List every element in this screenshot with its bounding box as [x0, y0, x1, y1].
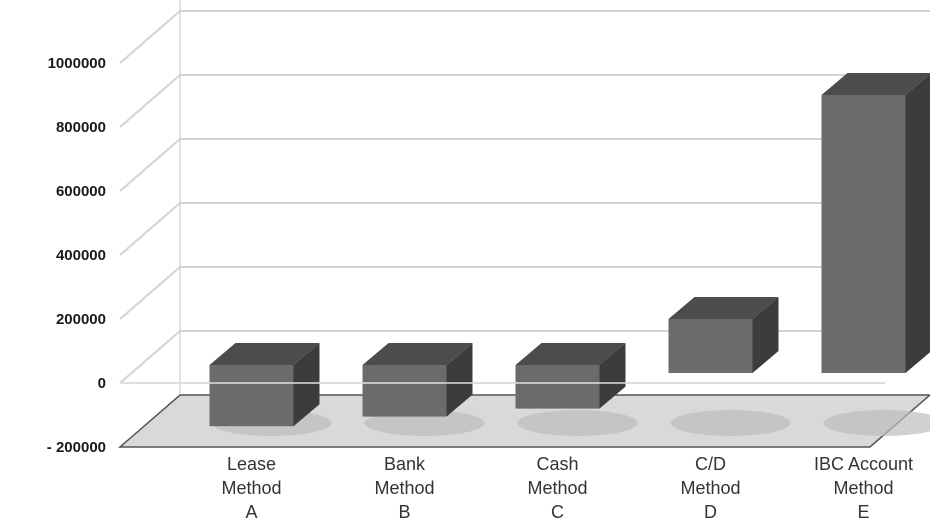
y-tick-label: - 200000	[47, 439, 106, 456]
x-category-label-line: E	[857, 502, 869, 521]
gridline	[119, 138, 930, 192]
gridline	[119, 266, 930, 320]
y-tick-label: 0	[98, 375, 106, 392]
x-category-label-line: C/D	[695, 454, 726, 474]
bar-side-face	[599, 343, 626, 409]
bar	[209, 343, 320, 427]
x-category-label: Bank Method B	[374, 454, 434, 521]
gridline	[119, 74, 930, 128]
y-tick-label: 400000	[56, 247, 106, 264]
bar-shadow	[517, 410, 638, 436]
bar-top-face	[668, 297, 779, 319]
y-tick-label: 1000000	[48, 55, 106, 72]
x-category-label-line: IBC Account	[814, 454, 913, 474]
gridline	[119, 10, 930, 64]
bar-front-face	[668, 319, 753, 373]
x-category-label: IBC Account Method E	[814, 454, 913, 521]
x-category-label-line: Method	[527, 478, 587, 498]
x-category-label-line: Lease	[227, 454, 276, 474]
bar-shadow	[670, 410, 791, 436]
bar-top-face	[821, 73, 930, 95]
x-category-label: Lease Method A	[221, 454, 281, 521]
x-category-label: Cash Method C	[527, 454, 587, 521]
bar	[821, 73, 930, 373]
y-axis-tick-labels: 1000000 800000 600000 400000 200000 0 - 200000	[47, 55, 106, 456]
x-category-label-line: Method	[680, 478, 740, 498]
x-category-label-line: B	[398, 502, 410, 521]
bar-top-face	[362, 343, 473, 365]
x-category-label-line: A	[245, 502, 257, 521]
x-category-label-line: D	[704, 502, 717, 521]
gridline	[119, 202, 930, 256]
y-tick-label: 600000	[56, 183, 106, 200]
bar-front-face	[362, 365, 447, 417]
x-category-label-line: Method	[221, 478, 281, 498]
x-axis-category-labels: Lease Method A Bank Method B Cash Method C C/D Met…	[221, 454, 913, 521]
bar-side-face	[752, 297, 779, 373]
x-category-label-line: Bank	[384, 454, 426, 474]
bar	[668, 297, 779, 373]
bar-side-face	[293, 343, 320, 427]
bars	[120, 73, 930, 427]
bar	[362, 343, 473, 417]
bar-front-face	[209, 365, 294, 427]
bar-front-face	[821, 95, 906, 373]
y-tick-label: 200000	[56, 311, 106, 328]
bar-side-face	[905, 74, 930, 373]
y-tick-label: 800000	[56, 119, 106, 136]
bar	[515, 343, 626, 409]
x-category-label-line: C	[551, 502, 564, 521]
bar-top-face	[209, 343, 320, 365]
x-category-label-line: Method	[374, 478, 434, 498]
gridlines	[119, 0, 930, 395]
bar-side-face	[446, 343, 473, 417]
x-category-label-line: Cash	[536, 454, 578, 474]
x-category-label: C/D Method D	[680, 454, 740, 521]
bar-front-face	[515, 365, 600, 409]
x-category-label-line: Method	[833, 478, 893, 498]
bar-shadow	[823, 410, 930, 436]
bar-top-face	[515, 343, 626, 365]
